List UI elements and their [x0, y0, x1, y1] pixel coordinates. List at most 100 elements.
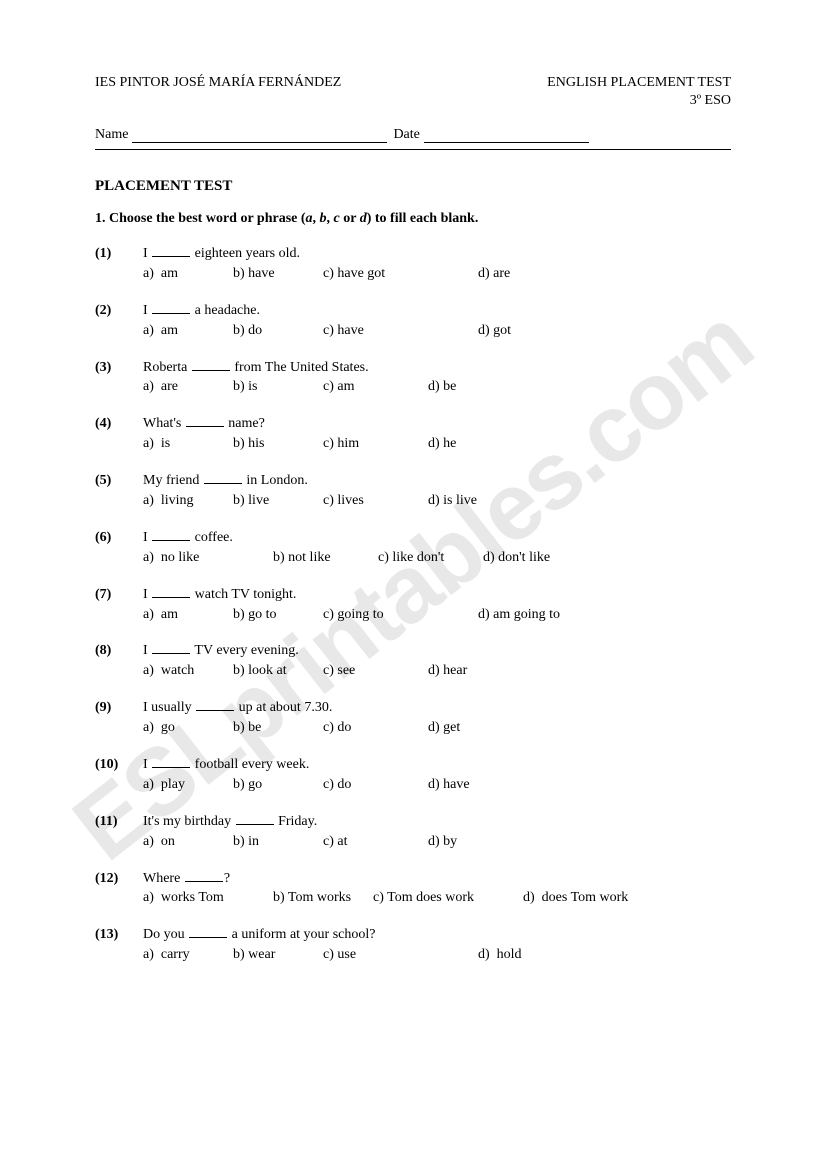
- blank-line[interactable]: [152, 586, 190, 598]
- divider: [95, 149, 731, 150]
- question-body: I watch TV tonight.a) amb) go toc) going…: [143, 586, 731, 625]
- question-body: Roberta from The United States.a) areb) …: [143, 359, 731, 398]
- option[interactable]: d) does Tom work: [523, 889, 663, 908]
- question-sentence: Do you a uniform at your school?: [143, 926, 731, 945]
- blank-line[interactable]: [152, 756, 190, 768]
- option[interactable]: a) works Tom: [143, 889, 273, 908]
- blank-line[interactable]: [185, 870, 223, 882]
- options-row: a) onb) inc) atd) by: [143, 833, 731, 852]
- option[interactable]: d) are: [478, 265, 578, 284]
- option[interactable]: a) go: [143, 719, 233, 738]
- option[interactable]: c) see: [323, 662, 428, 681]
- option[interactable]: a) are: [143, 378, 233, 397]
- sentence-pre: What's: [143, 416, 185, 431]
- question-sentence: I usually up at about 7.30.: [143, 699, 731, 718]
- sentence-pre: Where: [143, 871, 184, 886]
- sentence-pre: I usually: [143, 700, 195, 715]
- option[interactable]: d) don't like: [483, 549, 583, 568]
- sentence-pre: My friend: [143, 473, 203, 488]
- option[interactable]: d) is live: [428, 492, 528, 511]
- blank-line[interactable]: [152, 245, 190, 257]
- options-row: a) gob) bec) dod) get: [143, 719, 731, 738]
- blank-line[interactable]: [152, 302, 190, 314]
- option[interactable]: c) have got: [323, 265, 478, 284]
- options-row: a) isb) hisc) himd) he: [143, 435, 731, 454]
- blank-line[interactable]: [186, 415, 224, 427]
- question-sentence: Where ?: [143, 870, 731, 889]
- option[interactable]: a) carry: [143, 946, 233, 965]
- option[interactable]: b) Tom works: [273, 889, 373, 908]
- blank-line[interactable]: [152, 642, 190, 654]
- option[interactable]: a) no like: [143, 549, 273, 568]
- options-row: a) no likeb) not likec) like don'td) don…: [143, 549, 731, 568]
- option[interactable]: a) on: [143, 833, 233, 852]
- option[interactable]: d) hear: [428, 662, 528, 681]
- name-input-line[interactable]: [132, 129, 387, 143]
- option[interactable]: a) living: [143, 492, 233, 511]
- blank-line[interactable]: [196, 699, 234, 711]
- option[interactable]: b) live: [233, 492, 323, 511]
- sentence-pre: Do you: [143, 927, 188, 942]
- blank-line[interactable]: [189, 926, 227, 938]
- option[interactable]: d) got: [478, 322, 578, 341]
- option[interactable]: b) in: [233, 833, 323, 852]
- option[interactable]: c) do: [323, 776, 428, 795]
- option[interactable]: b) go: [233, 776, 323, 795]
- question-block: (9)I usually up at about 7.30.a) gob) be…: [95, 699, 731, 738]
- option[interactable]: d) by: [428, 833, 528, 852]
- options-row: a) watchb) look atc) seed) hear: [143, 662, 731, 681]
- instruction-b: b: [320, 211, 327, 226]
- blank-line[interactable]: [152, 529, 190, 541]
- option[interactable]: d) have: [428, 776, 528, 795]
- option[interactable]: b) his: [233, 435, 323, 454]
- date-input-line[interactable]: [424, 129, 589, 143]
- instruction: 1. Choose the best word or phrase (a, b,…: [95, 211, 731, 227]
- instruction-d: d: [360, 211, 367, 226]
- option[interactable]: b) be: [233, 719, 323, 738]
- question-sentence: I TV every evening.: [143, 642, 731, 661]
- option[interactable]: a) am: [143, 606, 233, 625]
- option[interactable]: a) play: [143, 776, 233, 795]
- option[interactable]: c) at: [323, 833, 428, 852]
- option[interactable]: c) him: [323, 435, 428, 454]
- option[interactable]: c) have: [323, 322, 478, 341]
- option[interactable]: d) he: [428, 435, 528, 454]
- question-body: I coffee.a) no likeb) not likec) like do…: [143, 529, 731, 568]
- blank-line[interactable]: [236, 813, 274, 825]
- question-block: (13)Do you a uniform at your school?a) c…: [95, 926, 731, 965]
- blank-line[interactable]: [204, 472, 242, 484]
- option[interactable]: d) hold: [478, 946, 578, 965]
- option[interactable]: c) lives: [323, 492, 428, 511]
- option[interactable]: a) am: [143, 265, 233, 284]
- instruction-prefix: 1. Choose the best word or phrase (: [95, 211, 306, 226]
- option[interactable]: a) watch: [143, 662, 233, 681]
- option[interactable]: b) go to: [233, 606, 323, 625]
- questions-container: (1)I eighteen years old.a) amb) havec) h…: [95, 245, 731, 965]
- option[interactable]: d) be: [428, 378, 528, 397]
- option[interactable]: b) look at: [233, 662, 323, 681]
- option[interactable]: b) wear: [233, 946, 323, 965]
- test-label: ENGLISH PLACEMENT TEST: [547, 75, 731, 91]
- sentence-pre: I: [143, 530, 151, 545]
- option[interactable]: d) get: [428, 719, 528, 738]
- option[interactable]: c) going to: [323, 606, 478, 625]
- option[interactable]: c) like don't: [378, 549, 483, 568]
- option[interactable]: b) is: [233, 378, 323, 397]
- question-number: (11): [95, 813, 143, 852]
- name-label: Name: [95, 127, 128, 143]
- option[interactable]: c) am: [323, 378, 428, 397]
- option[interactable]: c) use: [323, 946, 478, 965]
- option[interactable]: b) do: [233, 322, 323, 341]
- option[interactable]: a) am: [143, 322, 233, 341]
- question-number: (1): [95, 245, 143, 284]
- sentence-post: up at about 7.30.: [235, 700, 332, 715]
- option[interactable]: b) have: [233, 265, 323, 284]
- option[interactable]: c) Tom does work: [373, 889, 523, 908]
- options-row: a) amb) havec) have gotd) are: [143, 265, 731, 284]
- option[interactable]: a) is: [143, 435, 233, 454]
- option[interactable]: b) not like: [273, 549, 378, 568]
- option[interactable]: d) am going to: [478, 606, 598, 625]
- option[interactable]: c) do: [323, 719, 428, 738]
- question-body: What's name?a) isb) hisc) himd) he: [143, 415, 731, 454]
- blank-line[interactable]: [192, 359, 230, 371]
